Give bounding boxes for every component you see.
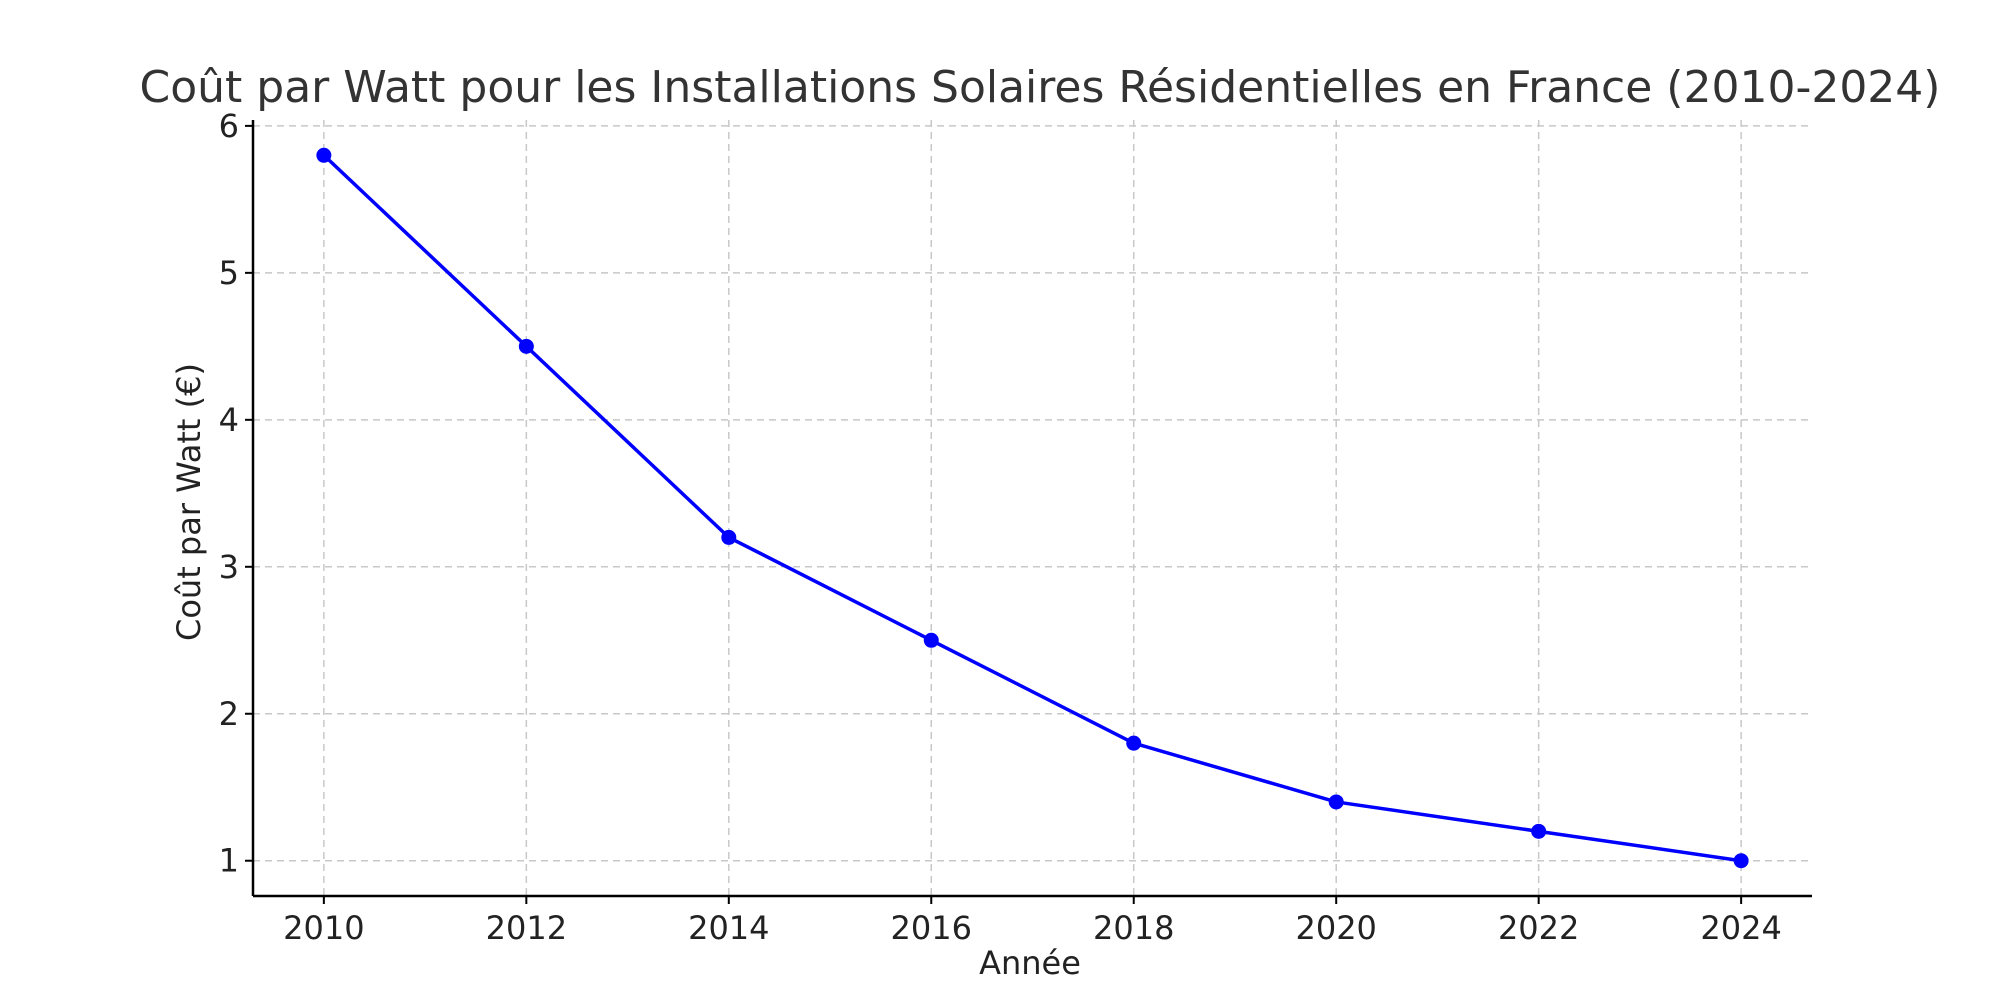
x-tick-label: 2024 [1700,909,1781,947]
x-axis-label: Année [979,944,1081,982]
y-axis-ticks: 1 2 3 4 5 6 [219,107,253,880]
chart-title: Coût par Watt pour les Installations Sol… [140,62,1941,113]
y-tick-label: 4 [219,401,239,439]
y-tick-label: 1 [219,842,239,880]
series-group [316,147,1749,869]
x-axis-ticks: 2010 2012 2014 2016 2018 2020 2022 2024 [283,896,1782,947]
data-point [1328,794,1344,810]
data-point [518,338,534,354]
y-tick-label: 2 [219,695,239,733]
data-point [1126,735,1142,751]
x-tick-label: 2022 [1498,909,1579,947]
y-tick-label: 6 [219,107,239,145]
data-point [1733,853,1749,869]
grid [253,120,1812,896]
x-tick-label: 2014 [688,909,769,947]
y-tick-label: 3 [219,548,239,586]
axes [251,120,1812,898]
x-tick-label: 2016 [891,909,972,947]
y-axis-label: Coût par Watt (€) [170,363,208,641]
x-tick-label: 2020 [1295,909,1376,947]
data-point [1531,823,1547,839]
data-point [923,632,939,648]
data-point [721,529,737,545]
x-tick-label: 2010 [283,909,364,947]
series-line [322,153,1743,863]
x-tick-label: 2018 [1093,909,1174,947]
x-tick-label: 2012 [486,909,567,947]
data-point [316,147,332,163]
y-tick-label: 5 [219,254,239,292]
